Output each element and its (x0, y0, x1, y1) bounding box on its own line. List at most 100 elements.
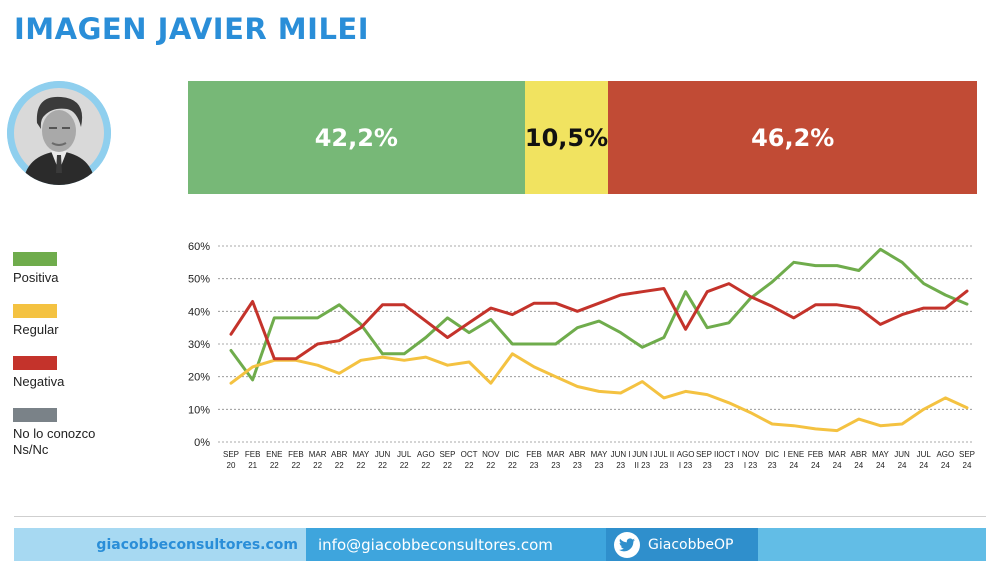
legend-item-positiva: Positiva (13, 252, 59, 286)
x-tick-label: AGO (677, 450, 695, 459)
x-tick-label: DIC (506, 450, 520, 459)
legend-label-negativa: Negativa (13, 374, 65, 389)
y-tick-label: 60% (188, 241, 210, 253)
y-tick-label: 10% (188, 404, 210, 416)
x-tick-label: 20 (227, 461, 236, 470)
legend-swatch-negativa (13, 356, 57, 370)
avatar (7, 81, 111, 185)
x-tick-label: I 23 (679, 461, 693, 470)
footer-filler (758, 528, 986, 561)
x-tick-label: ABR (851, 450, 868, 459)
x-tick-label: 23 (573, 461, 582, 470)
y-tick-label: 30% (188, 339, 210, 351)
legend-label-nsnc: No lo conozco Ns/Nc (13, 426, 96, 457)
legend-label-regular: Regular (13, 322, 59, 337)
x-tick-label: FEB (808, 450, 824, 459)
x-tick-label: FEB (245, 450, 261, 459)
x-tick-label: ABR (331, 450, 348, 459)
legend-swatch-nsnc (13, 408, 57, 422)
person-portrait-icon (7, 81, 111, 185)
x-tick-label: OCT I (718, 450, 739, 459)
x-tick-label: 23 (659, 461, 668, 470)
x-tick-label: 24 (963, 461, 972, 470)
x-tick-label: 22 (313, 461, 322, 470)
x-tick-label: 22 (486, 461, 495, 470)
x-tick-label: I 23 (744, 461, 758, 470)
x-tick-label: 22 (443, 461, 452, 470)
legend-label-positiva: Positiva (13, 270, 59, 285)
x-tick-label: MAR (828, 450, 846, 459)
series-line-regular (229, 352, 969, 433)
x-tick-label: SEP II (696, 450, 719, 459)
x-tick-label: 24 (876, 461, 885, 470)
y-tick-label: 50% (188, 274, 210, 286)
x-tick-label: 23 (703, 461, 712, 470)
line-chart: 0% 10% 20% 30% 40% 50% 60% SEP 20 FEB 21 ENE 22 FEB 22… (188, 241, 975, 470)
legend-item-negativa: Negativa (13, 356, 64, 390)
x-tick-label: ABR (569, 450, 586, 459)
x-tick-label: SEP (959, 450, 975, 459)
summary-bar: 42,2% 10,5% 46,2% (188, 81, 977, 194)
summary-negativa: 46,2% (608, 81, 977, 194)
x-tick-label: MAY (353, 450, 370, 459)
footer-twitter[interactable]: GiacobbeOP (606, 528, 758, 561)
x-tick-label: MAY (591, 450, 608, 459)
x-tick-label: FEB (526, 450, 542, 459)
y-tick-label: 40% (188, 306, 210, 318)
footer-website[interactable]: giacobbeconsultores.com (14, 528, 306, 561)
x-tick-label: II 23 (635, 461, 651, 470)
x-tick-label: 22 (291, 461, 300, 470)
legend-item-regular: Regular (13, 304, 59, 338)
x-tick-label: MAY (872, 450, 889, 459)
footer: giacobbeconsultores.com info@giacobbecon… (14, 528, 986, 561)
y-tick-label: 0% (194, 437, 210, 449)
x-tick-label: JUL II (654, 450, 675, 459)
x-tick-label: JUN (894, 450, 910, 459)
x-tick-label: 23 (595, 461, 604, 470)
x-tick-label: 23 (616, 461, 625, 470)
legend-swatch-positiva (13, 252, 57, 266)
x-tick-label: JUL (917, 450, 932, 459)
x-tick-label: MAR (309, 450, 327, 459)
x-tick-label: 22 (400, 461, 409, 470)
summary-regular: 10,5% (524, 81, 609, 194)
legend-item-nsnc: No lo conozco Ns/Nc (13, 408, 95, 458)
x-tick-label: MAR (547, 450, 565, 459)
x-tick-label: 22 (335, 461, 344, 470)
x-tick-label: NOV (482, 450, 500, 459)
x-tick-label: 23 (724, 461, 733, 470)
x-tick-label: 22 (356, 461, 365, 470)
x-tick-label: JUN I (632, 450, 652, 459)
x-tick-label: NOV (742, 450, 760, 459)
x-tick-label: 22 (421, 461, 430, 470)
twitter-bird-icon (614, 531, 640, 558)
x-tick-label: 22 (465, 461, 474, 470)
x-tick-label: 24 (941, 461, 950, 470)
x-tick-label: 23 (530, 461, 539, 470)
x-tick-label: I ENE (783, 450, 804, 459)
x-tick-label: 24 (789, 461, 798, 470)
x-tick-label: JUL (397, 450, 412, 459)
x-tick-label: SEP (439, 450, 455, 459)
footer-email[interactable]: info@giacobbeconsultores.com (306, 528, 606, 561)
page-title: IMAGEN JAVIER MILEI (14, 12, 370, 46)
x-tick-label: 24 (833, 461, 842, 470)
x-tick-label: OCT (461, 450, 478, 459)
x-tick-label: 22 (270, 461, 279, 470)
x-tick-label: 24 (854, 461, 863, 470)
x-tick-label: 23 (551, 461, 560, 470)
x-tick-label: ENE (266, 450, 282, 459)
x-tick-label: DIC (765, 450, 779, 459)
x-tick-label: JUN I (611, 450, 631, 459)
x-tick-label: JUN (375, 450, 391, 459)
x-tick-label: SEP (223, 450, 239, 459)
x-tick-label: 22 (378, 461, 387, 470)
y-tick-label: 20% (188, 372, 210, 384)
x-tick-label: 21 (248, 461, 257, 470)
x-tick-label: 22 (508, 461, 517, 470)
x-tick-label: 23 (768, 461, 777, 470)
x-tick-label: FEB (288, 450, 304, 459)
footer-twitter-handle: GiacobbeOP (648, 536, 734, 553)
x-tick-label: 24 (919, 461, 928, 470)
x-tick-label: 24 (811, 461, 820, 470)
